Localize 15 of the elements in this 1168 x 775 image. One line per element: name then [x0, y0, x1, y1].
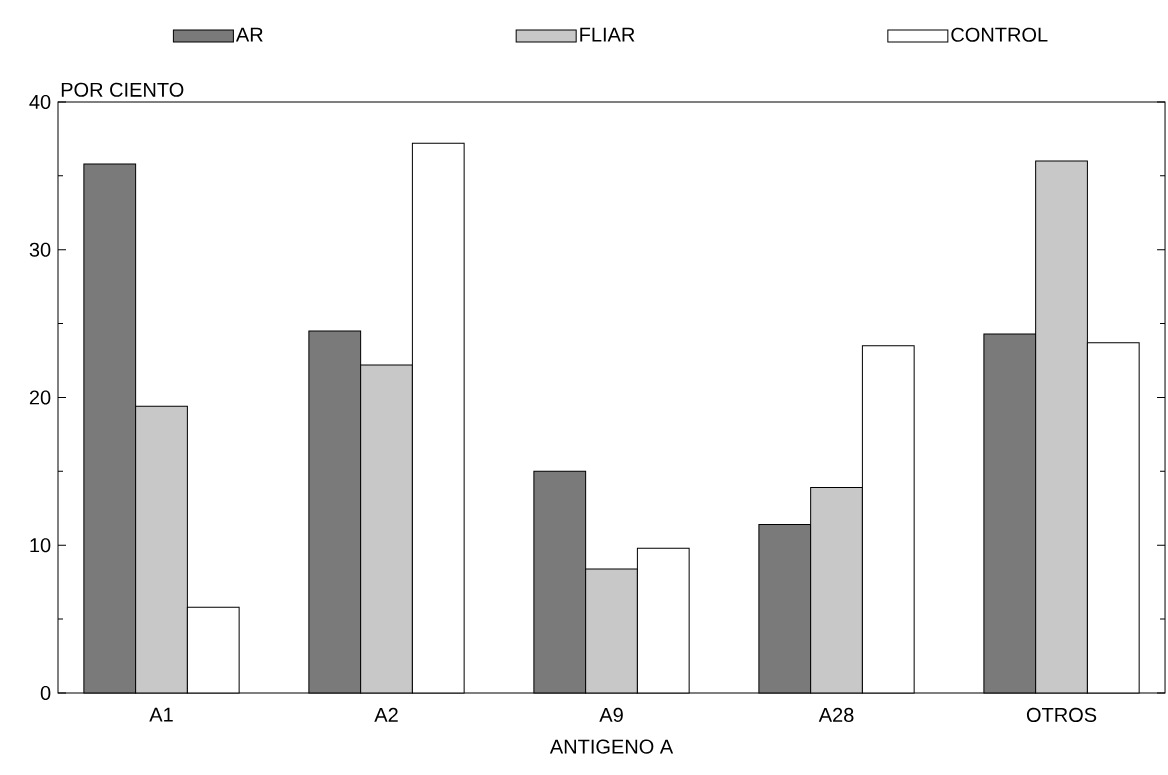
y-axis-title: POR CIENTO [61, 82, 184, 97]
legend-label: FLIAR [580, 27, 635, 42]
legend-label: CONTROL [951, 27, 1048, 42]
y-tick-label: 10 [30, 538, 51, 553]
legend-label: AR [235, 27, 263, 42]
y-tick-label: 20 [29, 390, 51, 405]
x-axis-title: ANTIGENO A [549, 739, 674, 754]
x-tick-label: OTROS [1026, 707, 1097, 722]
y-tick-label: 0 [40, 685, 51, 701]
x-tick-label: A9 [599, 707, 623, 722]
x-tick-label: A28 [818, 707, 854, 722]
y-tick-label: 40 [29, 94, 51, 110]
x-tick-label: A1 [149, 707, 173, 722]
x-tick-label: A2 [374, 707, 398, 722]
y-tick-label: 30 [29, 242, 51, 257]
